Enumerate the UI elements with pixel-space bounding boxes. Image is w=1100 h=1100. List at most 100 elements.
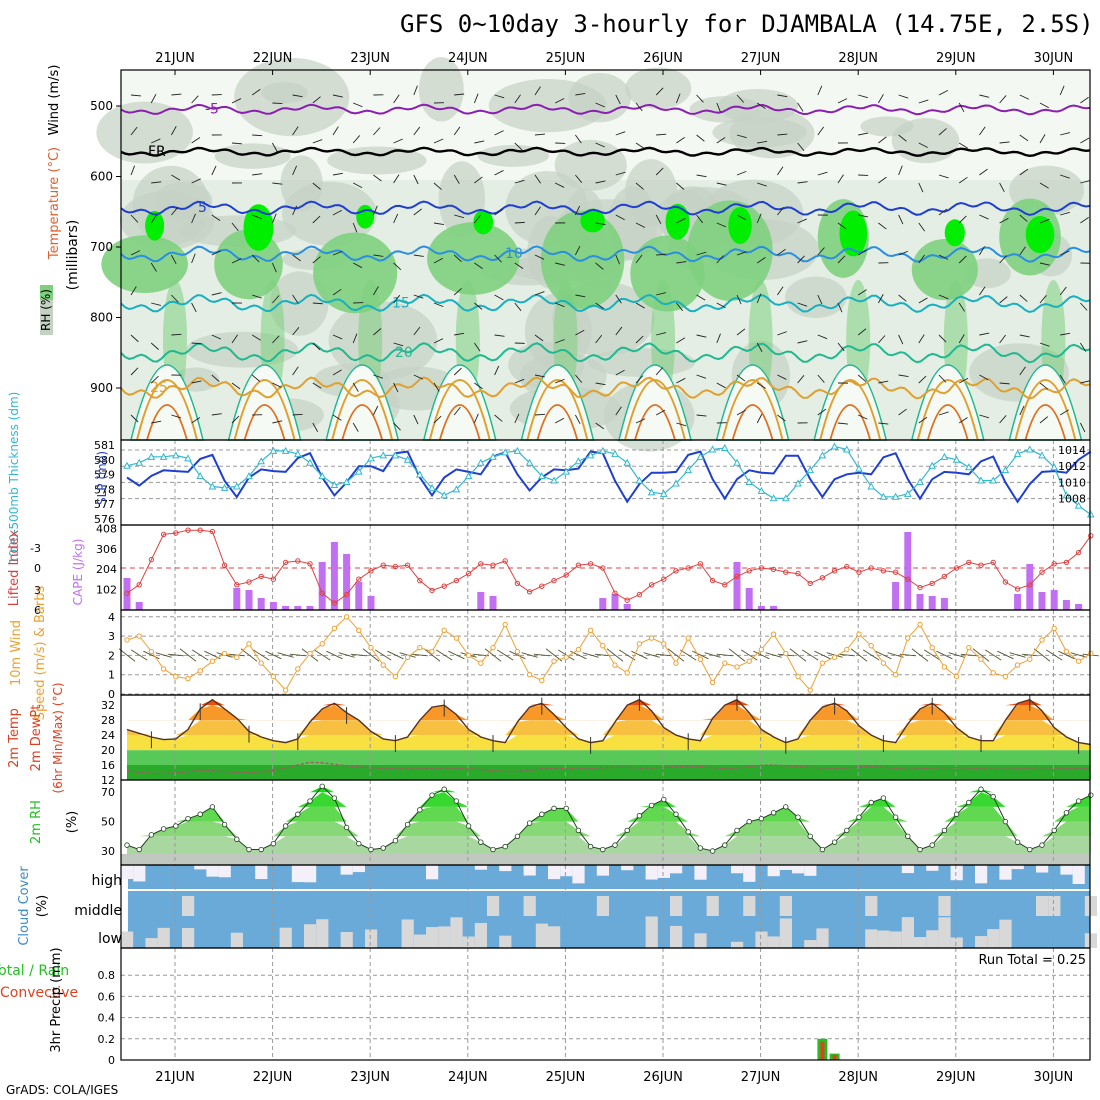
cloud-layer-label: middle [74, 903, 122, 919]
wind-barb [373, 127, 381, 136]
thickness-point [659, 489, 668, 497]
thickness-point [806, 466, 815, 474]
wind-barb [979, 168, 988, 176]
wind-barb [312, 215, 321, 224]
wind-barb [231, 222, 239, 232]
cloud-high-gap [621, 865, 634, 871]
cape-bar [916, 594, 924, 610]
wind-barb [797, 218, 807, 224]
wind-barb [858, 94, 868, 99]
wind-barb [696, 414, 707, 417]
cape-bar [233, 588, 241, 610]
wind10-point [197, 668, 203, 674]
lifted-tick-label: 0 [34, 562, 41, 575]
wind-barb [292, 126, 299, 136]
lifted-index-point [465, 570, 472, 577]
lifted-index-point [124, 590, 130, 596]
wind-barb [979, 374, 989, 381]
wind10-barb [728, 648, 746, 662]
date-label-bottom: 23JUN [350, 1070, 390, 1085]
wind-barb [373, 174, 382, 182]
wind-barb [615, 369, 625, 376]
thickness-point [1013, 449, 1022, 457]
boundary-layer-area [910, 364, 985, 441]
wind10-point [770, 631, 777, 637]
isotherm-15 [120, 293, 1091, 314]
cloud-low-gap [877, 930, 890, 948]
cloud-mid-gap [1084, 896, 1097, 916]
wind-barb [494, 294, 504, 301]
wind10-barb [838, 653, 855, 657]
temperature-tick-label: 16 [101, 759, 115, 772]
wind-barb [574, 245, 581, 256]
wind10-barb [509, 650, 526, 660]
rh-shading-area [785, 276, 847, 319]
date-label-top: 29JUN [936, 51, 976, 66]
wind-barb [453, 287, 462, 296]
wind-barb [271, 213, 277, 224]
wind-barb [191, 342, 202, 345]
thickness-point [1074, 501, 1083, 509]
wind-barb [211, 413, 222, 416]
wind10-point [368, 644, 374, 651]
date-label-top: 24JUN [448, 51, 488, 66]
wind-barb [231, 142, 243, 145]
wind-barb [756, 413, 763, 424]
wind-barb [736, 294, 742, 305]
lifted-index-point [844, 563, 850, 570]
lifted-index-point [563, 572, 569, 578]
thickness-point [159, 452, 168, 460]
rh2m-point [636, 813, 643, 819]
wind-barb [292, 413, 303, 416]
rh2m-point [905, 833, 911, 839]
cloud-low-gap [182, 928, 195, 948]
lifted-index-point [185, 527, 191, 533]
isotherm-diurnal [428, 379, 491, 441]
wind-barb [615, 131, 626, 136]
rh2m-point [148, 832, 155, 838]
lifted-index-point [380, 562, 386, 568]
lifted-index-point [917, 584, 923, 591]
rh2m-point [685, 829, 691, 835]
thickness-point [306, 458, 314, 466]
wind-barb [797, 375, 805, 384]
wind-barb [1080, 380, 1091, 384]
wind-barb [474, 140, 485, 144]
thickness-point [635, 476, 644, 484]
wind-barb [1039, 134, 1046, 144]
cloud-mid-gap [523, 896, 536, 916]
rh2m-point [746, 818, 752, 825]
wind-barb [534, 413, 546, 416]
lifted-index-point [356, 576, 362, 582]
lifted-index-point [173, 530, 179, 536]
wind-barb [454, 93, 465, 96]
lifted-index-point [319, 590, 325, 596]
wind-barb [736, 170, 747, 176]
wind10-barb [448, 650, 465, 660]
wind-barb [857, 374, 867, 382]
wind-barb [938, 294, 949, 300]
wind-barb [575, 294, 586, 298]
wind-barb [595, 302, 605, 310]
wind10-point [575, 646, 582, 653]
rh2m-point [197, 811, 203, 817]
rh2m-band [127, 821, 1091, 837]
wind-barb [494, 130, 504, 136]
cloud-low-gap [438, 926, 451, 948]
lifted-index-point [1014, 586, 1021, 592]
wind-barb [675, 93, 681, 104]
wind-barb [837, 98, 848, 104]
cape-bar [892, 582, 900, 610]
lifted-index-point [197, 527, 203, 533]
thickness-point [440, 491, 449, 499]
thickness-point [537, 472, 546, 480]
date-label-bottom: 22JUN [253, 1070, 293, 1085]
wind10-barb [984, 649, 1002, 661]
wind-barb [736, 134, 747, 139]
lifted-index-point [929, 580, 935, 587]
slp-tick-label: 1014 [1058, 444, 1086, 457]
wind-barb [918, 297, 928, 304]
wind-barb [171, 294, 179, 303]
wind-barb [1080, 342, 1087, 352]
boundary-layer-area [227, 364, 302, 441]
